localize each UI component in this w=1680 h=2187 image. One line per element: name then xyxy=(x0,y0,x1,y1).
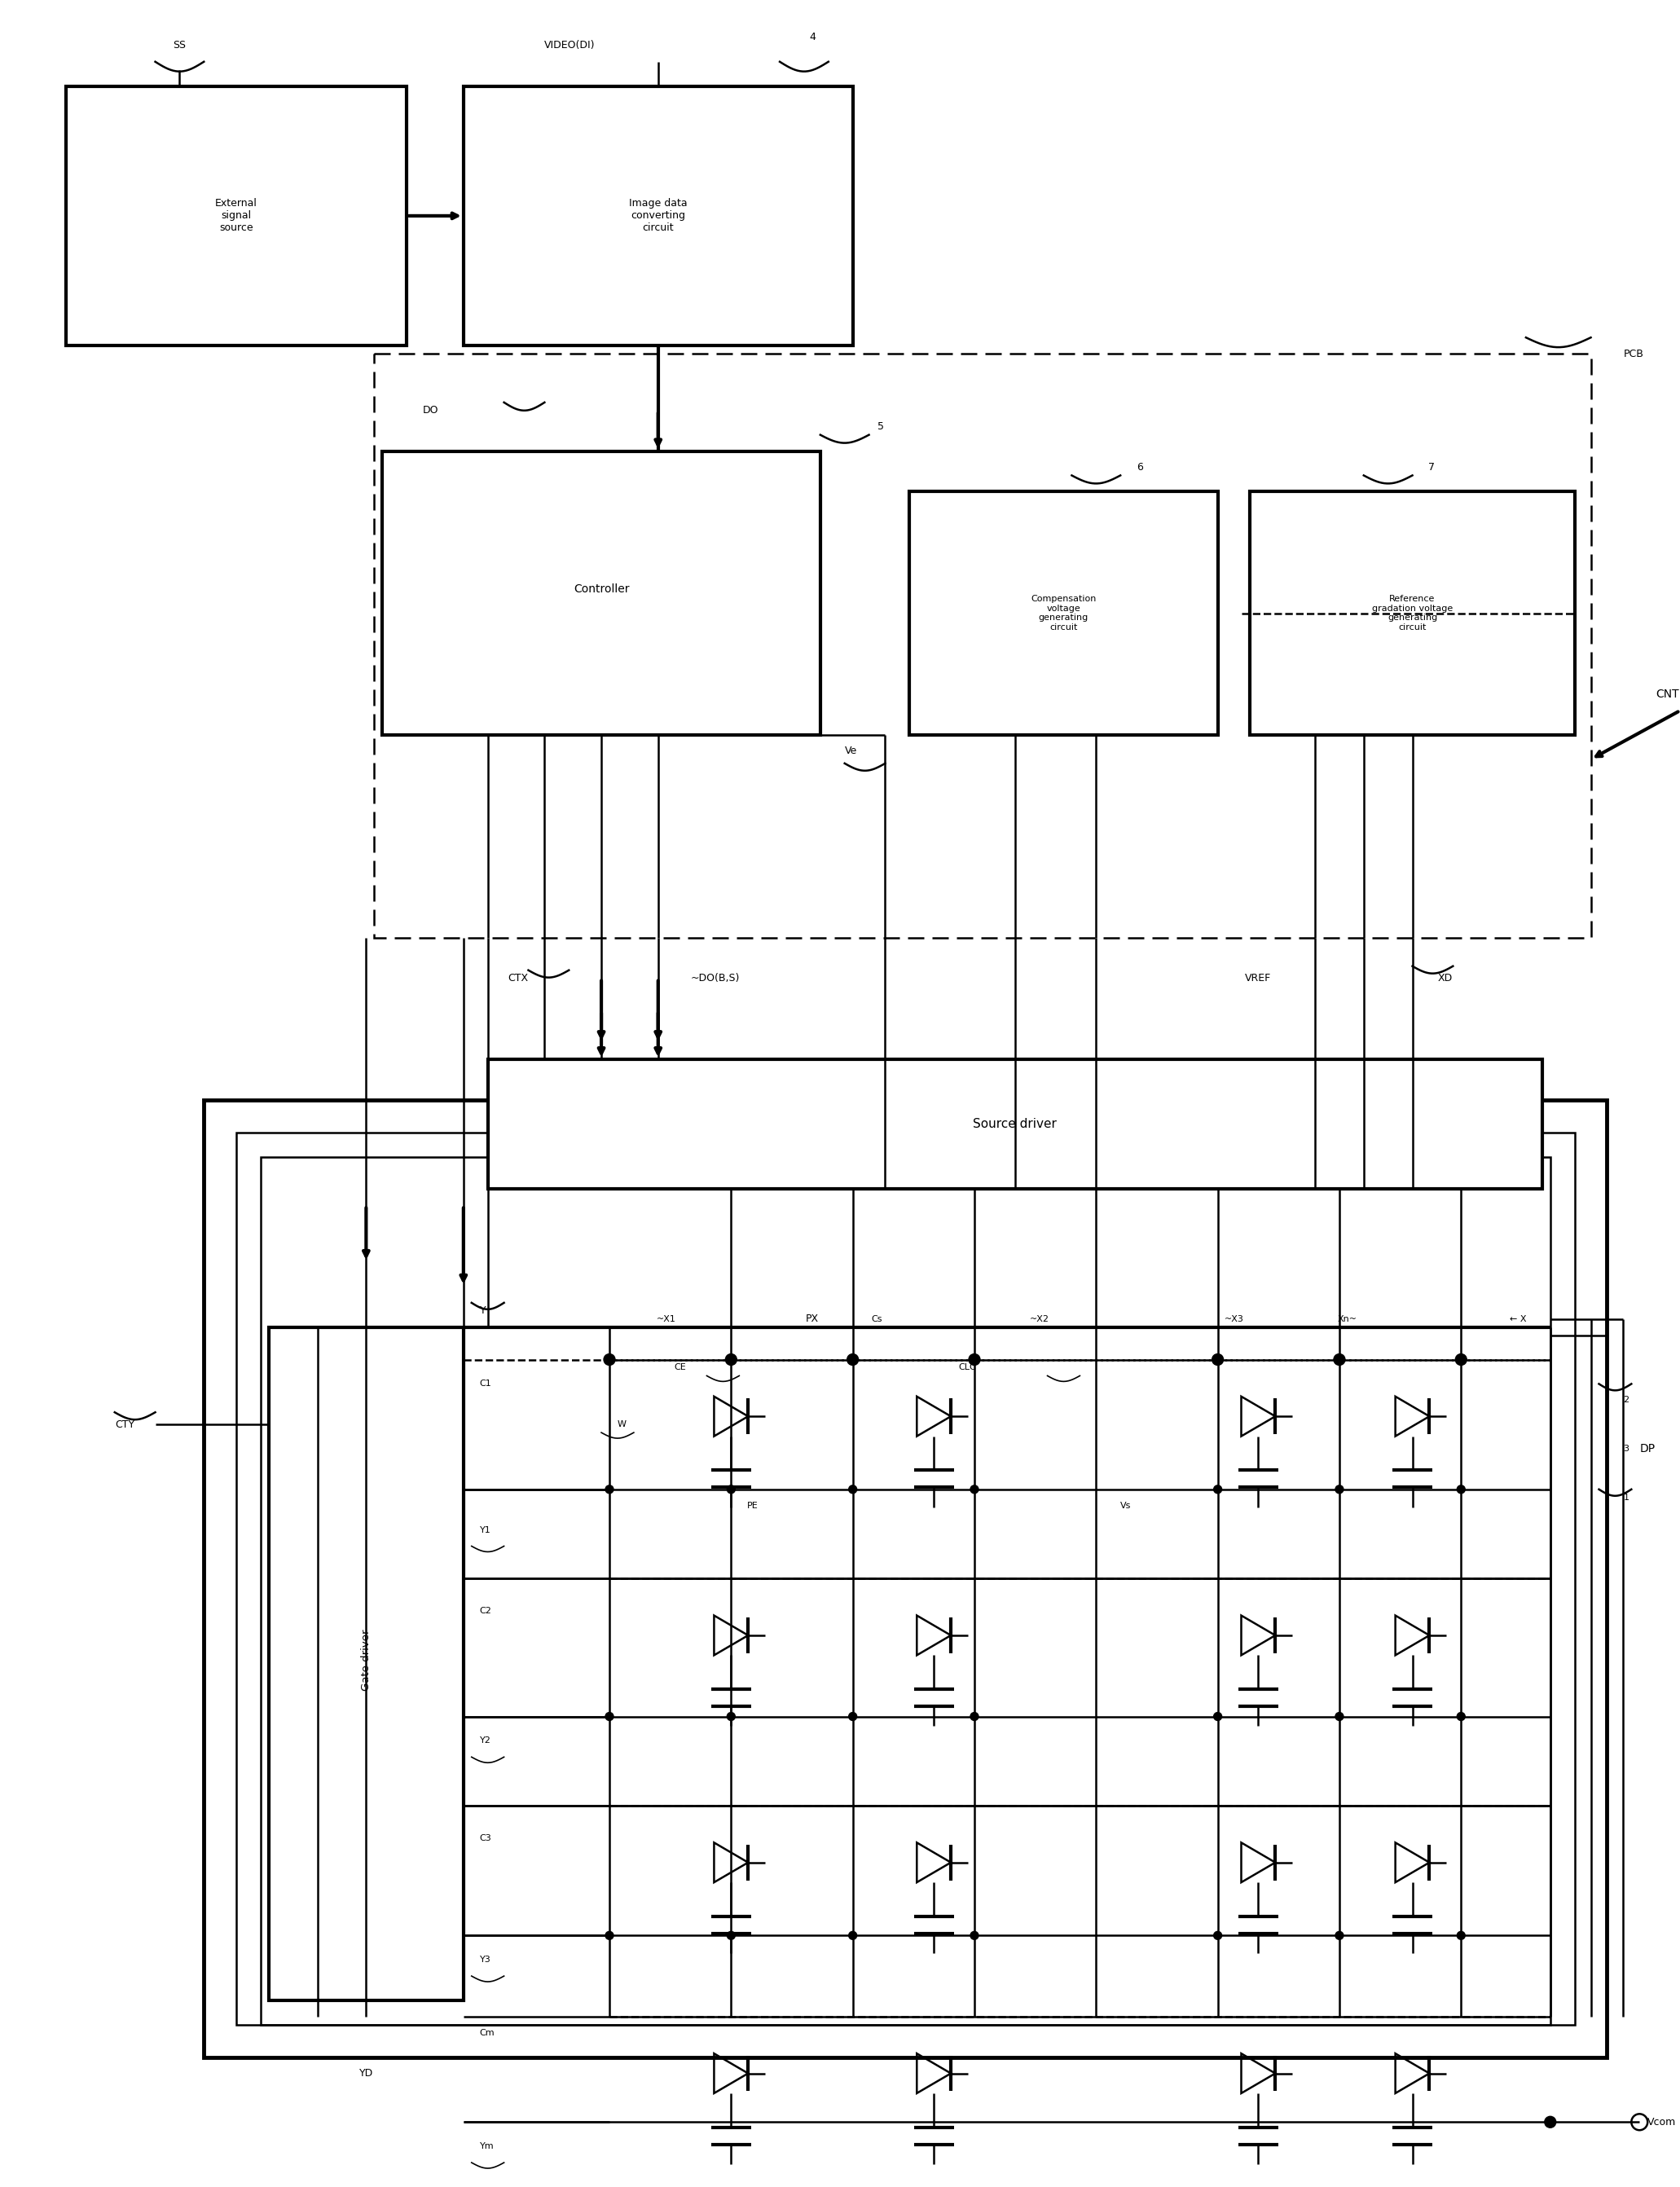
Circle shape xyxy=(969,1354,979,1365)
Circle shape xyxy=(726,1354,738,1365)
Circle shape xyxy=(848,1712,857,1721)
Text: VREF: VREF xyxy=(1245,973,1272,984)
Bar xyxy=(383,451,820,735)
Text: C1: C1 xyxy=(480,1380,492,1389)
Text: 7: 7 xyxy=(1428,461,1435,472)
Text: Y: Y xyxy=(480,1306,486,1317)
Text: Cs: Cs xyxy=(872,1314,882,1323)
Text: 6: 6 xyxy=(1137,461,1142,472)
Text: C3: C3 xyxy=(480,1835,492,1841)
Circle shape xyxy=(1336,1712,1344,1721)
Circle shape xyxy=(1457,1485,1465,1494)
Bar xyxy=(464,85,853,346)
Text: SS: SS xyxy=(173,39,186,50)
Circle shape xyxy=(727,1712,736,1721)
Text: Xn~: Xn~ xyxy=(1337,1314,1357,1323)
Circle shape xyxy=(1455,1354,1467,1365)
Text: 4: 4 xyxy=(810,33,815,44)
Text: 2: 2 xyxy=(1623,1395,1630,1404)
Text: VIDEO(DI): VIDEO(DI) xyxy=(544,39,595,50)
Circle shape xyxy=(971,1931,978,1940)
Text: CLC: CLC xyxy=(958,1365,976,1371)
Text: Source driver: Source driver xyxy=(973,1118,1057,1131)
Text: Y1: Y1 xyxy=(480,1527,491,1533)
Text: Image data
converting
circuit: Image data converting circuit xyxy=(628,199,687,234)
Circle shape xyxy=(847,1354,858,1365)
Text: Y3: Y3 xyxy=(480,1955,491,1964)
Circle shape xyxy=(1334,1354,1346,1365)
Text: ~DO(B,S): ~DO(B,S) xyxy=(690,973,739,984)
Text: Vs: Vs xyxy=(1121,1502,1131,1509)
Circle shape xyxy=(1457,1712,1465,1721)
Circle shape xyxy=(1211,1354,1223,1365)
Text: Ve: Ve xyxy=(845,746,857,757)
Text: Vcom: Vcom xyxy=(1648,2117,1677,2128)
Text: 5: 5 xyxy=(877,422,884,433)
Bar xyxy=(909,492,1218,735)
Text: PE: PE xyxy=(748,1502,758,1509)
Text: PX: PX xyxy=(806,1314,818,1325)
Text: C2: C2 xyxy=(480,1607,492,1614)
Text: Gate driver: Gate driver xyxy=(361,1629,371,1691)
Bar xyxy=(237,1133,1574,2025)
Text: Y2: Y2 xyxy=(480,1736,491,1745)
Bar xyxy=(487,1059,1542,1190)
Circle shape xyxy=(1457,1931,1465,1940)
Circle shape xyxy=(971,1712,978,1721)
Text: Ym: Ym xyxy=(480,2143,494,2150)
Text: DO: DO xyxy=(423,405,438,416)
Text: PCB: PCB xyxy=(1623,348,1643,359)
Text: Compensation
voltage
generating
circuit: Compensation voltage generating circuit xyxy=(1032,595,1097,632)
Circle shape xyxy=(605,1712,613,1721)
Text: CTX: CTX xyxy=(507,973,528,984)
Bar xyxy=(260,1157,1551,2025)
Circle shape xyxy=(848,1931,857,1940)
Circle shape xyxy=(727,1931,736,1940)
Text: CE: CE xyxy=(674,1365,687,1371)
Text: Controller: Controller xyxy=(573,584,630,595)
Bar xyxy=(375,354,1591,938)
Bar xyxy=(269,1328,464,2001)
Text: Cm: Cm xyxy=(480,2030,496,2036)
Text: XD: XD xyxy=(1438,973,1452,984)
Circle shape xyxy=(727,1485,736,1494)
Circle shape xyxy=(1544,2117,1556,2128)
Circle shape xyxy=(1213,1931,1221,1940)
Text: ~X1: ~X1 xyxy=(657,1314,675,1323)
Circle shape xyxy=(603,1354,615,1365)
Circle shape xyxy=(1213,1712,1221,1721)
Circle shape xyxy=(605,1485,613,1494)
Circle shape xyxy=(605,1931,613,1940)
Text: DP: DP xyxy=(1640,1443,1655,1454)
Text: CNT: CNT xyxy=(1656,689,1678,700)
Text: External
signal
source: External signal source xyxy=(215,199,257,234)
Text: YD: YD xyxy=(360,2069,373,2078)
Circle shape xyxy=(1336,1485,1344,1494)
Text: ~X2: ~X2 xyxy=(1030,1314,1048,1323)
Text: W: W xyxy=(618,1419,627,1428)
Circle shape xyxy=(971,1485,978,1494)
Circle shape xyxy=(848,1485,857,1494)
Circle shape xyxy=(1213,1485,1221,1494)
Text: Reference
gradation voltage
generating
circuit: Reference gradation voltage generating c… xyxy=(1373,595,1453,632)
Bar xyxy=(203,1100,1608,2058)
Text: ~X3: ~X3 xyxy=(1225,1314,1243,1323)
Text: 3: 3 xyxy=(1623,1446,1630,1452)
Circle shape xyxy=(1336,1931,1344,1940)
Bar xyxy=(66,85,407,346)
Bar xyxy=(1250,492,1574,735)
Text: CTY: CTY xyxy=(114,1419,134,1430)
Text: 1: 1 xyxy=(1623,1494,1630,1502)
Text: ← X: ← X xyxy=(1510,1314,1527,1323)
